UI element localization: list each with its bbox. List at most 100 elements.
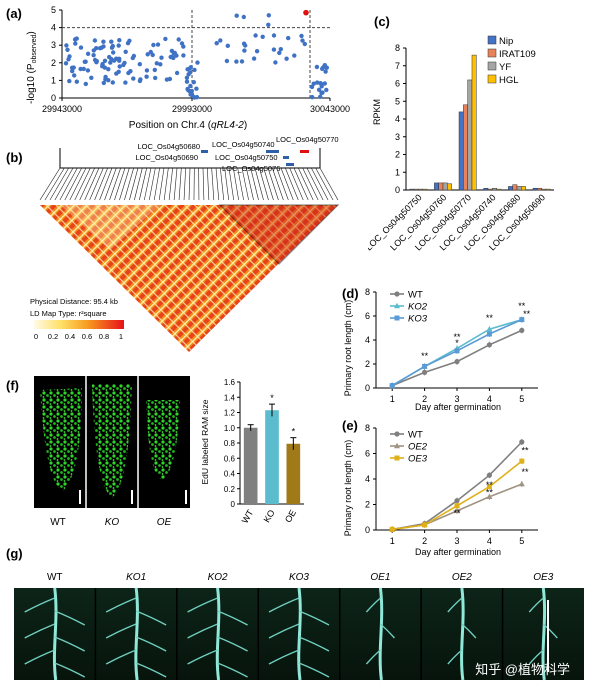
snp-point (92, 38, 98, 43)
snp-point (101, 80, 107, 86)
rpkm-y-tick-label: 2 (395, 150, 400, 160)
snp-point (242, 48, 247, 53)
edu-ylabel: EdU labeled RAM size (200, 399, 210, 484)
snp-point (155, 42, 161, 47)
ld-fan-line (74, 167, 91, 201)
gene-label-50680: LOC_Os04g50680 (137, 142, 200, 151)
line-y-tick-label: 4 (365, 474, 370, 484)
primary-root (460, 587, 465, 681)
root-label: OE1 (370, 572, 390, 583)
root-label: OE3 (533, 572, 553, 583)
ld-fan-line (280, 167, 294, 201)
snp-point (318, 94, 323, 100)
snp-point (117, 56, 122, 61)
ld-fan-line (298, 167, 314, 201)
rpkm-y-tick-label: 8 (395, 43, 400, 53)
ld-fan-line (173, 167, 178, 201)
ld-fan-line (293, 167, 309, 201)
ko-xlabel: Day after germination (415, 402, 501, 412)
ld-fan-line (134, 167, 143, 201)
ld-fan-line (315, 167, 334, 201)
lateral-root (298, 662, 330, 678)
ld-fan-line (228, 167, 234, 201)
snp-point (158, 62, 163, 67)
ld-fan-line (54, 167, 74, 201)
snp-point (218, 38, 223, 43)
significance-mark: ** (486, 488, 494, 498)
lateral-root (365, 597, 381, 613)
scale-bar-2 (131, 490, 133, 504)
rpkm-ylabel: RPKM (372, 99, 382, 125)
snp-point (110, 80, 116, 85)
snp-point (112, 58, 117, 63)
edu-category-label: KO (262, 508, 277, 524)
panel-c-rpkm-chart: (c) RPKM 012345678LOC_Os04g50750LOC_Os04… (368, 14, 554, 252)
ld-fan-line (259, 167, 269, 201)
ld-fan-line (263, 167, 274, 201)
edu-bar-plot: 0 0.2 0.4 0.6 0.8 1.0 1.2 1.4 1.6 WT * KO * OE (224, 378, 304, 525)
snp-point (108, 60, 113, 65)
legend-marker (394, 442, 400, 449)
rpkm-y-tick-label: 1 (395, 167, 400, 177)
snp-point (188, 83, 193, 89)
rpkm-bar (463, 104, 468, 191)
snp-point (316, 87, 322, 93)
primary-root (297, 587, 302, 681)
snp-point (266, 13, 271, 18)
snp-point (271, 47, 277, 52)
snp-point (131, 53, 137, 59)
rpkm-y-tick-label: 5 (395, 96, 400, 106)
ld-heatmap-texture (40, 205, 338, 352)
ld-fan-line (285, 167, 299, 201)
rpkm-bar (487, 188, 493, 191)
snp-point (319, 90, 324, 96)
legend-label: OE2 (408, 442, 428, 453)
edu-significance-mark: * (270, 393, 274, 403)
ld-fan-line (99, 167, 113, 201)
lateral-root (54, 636, 86, 652)
micrograph-wt (40, 388, 82, 492)
gene-box-50740 (266, 150, 279, 153)
line-y-tick-label: 2 (365, 500, 370, 510)
snp-point (181, 44, 186, 49)
manhattan-y-tick-label: 2 (51, 58, 56, 68)
snp-point (181, 53, 186, 58)
series-line-oe3 (392, 460, 523, 531)
lateral-root (24, 623, 55, 639)
rpkm-y-tick-label: 4 (395, 114, 400, 124)
manhattan-x-tick-label: 29943000 (42, 104, 82, 114)
ld-fan-line (220, 167, 225, 201)
root-photos (24, 587, 558, 681)
snp-point (101, 39, 106, 44)
rpkm-bar (508, 186, 513, 191)
snp-point (299, 33, 304, 39)
snp-point (153, 75, 158, 81)
ld-fan-line (39, 167, 61, 201)
snp-point (271, 33, 277, 38)
ld-scale-tick-label: 0.4 (65, 332, 75, 341)
ko-ylabel: Primary root length (cm) (343, 300, 353, 397)
lead-snp-point (303, 9, 309, 16)
ld-fan-line (267, 167, 279, 201)
snp-point (241, 41, 247, 46)
edu-y-tick-label: 0.8 (224, 439, 236, 448)
line-y-tick-label: 6 (365, 449, 370, 459)
snp-point (260, 34, 265, 39)
line-y-tick-label: 0 (365, 525, 370, 535)
root-label: WT (47, 572, 63, 583)
panel-d-ko-chart: (d) Primary root length (cm) Day after g… (342, 286, 538, 412)
ld-map-type: LD Map Type: r²square (30, 309, 107, 318)
snp-point (114, 71, 119, 76)
ld-fan-line (183, 167, 186, 201)
snp-point (286, 35, 291, 41)
snp-point (189, 92, 195, 97)
ld-fan-line (202, 167, 205, 201)
line-y-tick-label: 6 (365, 311, 370, 321)
snp-point (309, 84, 315, 90)
snp-point (185, 87, 191, 93)
rpkm-bar (516, 186, 522, 191)
panel-a-xlabel: Position on Chr.4 (qRL4-2) (129, 120, 247, 131)
line-y-tick-label: 8 (365, 287, 370, 297)
edu-y-tick-label: 0 (231, 500, 236, 509)
